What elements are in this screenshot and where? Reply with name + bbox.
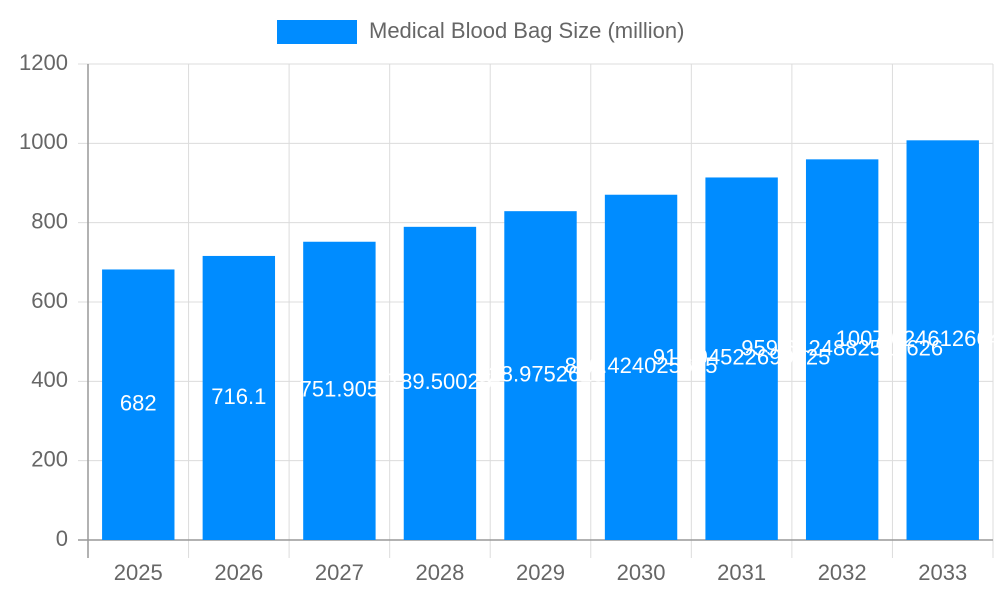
- bar: [504, 211, 577, 540]
- legend-swatch: [277, 20, 357, 44]
- bar: [705, 177, 778, 541]
- data-label: 789.50025: [388, 369, 492, 394]
- data-label: 682: [120, 391, 157, 416]
- bar: [805, 159, 879, 541]
- x-tick-label: 2031: [717, 560, 766, 585]
- legend-label: Medical Blood Bag Size (million): [369, 18, 684, 43]
- y-tick-label: 200: [31, 446, 68, 471]
- y-tick-label: 400: [31, 367, 68, 392]
- x-tick-label: 2029: [516, 560, 565, 585]
- x-tick-label: 2027: [315, 560, 364, 585]
- y-tick-label: 600: [31, 288, 68, 313]
- x-tick-label: 2025: [114, 560, 163, 585]
- bar: [102, 269, 175, 540]
- data-label: 959.6424882515626: [741, 335, 943, 360]
- bar: [604, 194, 678, 540]
- y-tick-label: 0: [56, 526, 68, 551]
- y-tick-label: 1200: [19, 50, 68, 75]
- data-label: 751.905: [300, 377, 380, 402]
- bar: [403, 226, 477, 540]
- y-tick-label: 800: [31, 208, 68, 233]
- y-tick-label: 1000: [19, 129, 68, 154]
- data-label: 828.9752625: [476, 361, 604, 386]
- x-tick-label: 2030: [617, 560, 666, 585]
- x-tick-label: 2033: [918, 560, 967, 585]
- data-label: 913.94522690625: [653, 345, 830, 370]
- bar: [303, 241, 376, 540]
- x-tick-label: 2028: [415, 560, 464, 585]
- data-label: 716.1: [211, 384, 266, 409]
- x-tick-label: 2032: [818, 560, 867, 585]
- bar: [906, 140, 979, 540]
- data-label: 1007.6246126641406: [836, 326, 1000, 351]
- x-tick-label: 2026: [214, 560, 263, 585]
- data-label: 870.424025625: [565, 353, 718, 378]
- bar: [202, 255, 276, 540]
